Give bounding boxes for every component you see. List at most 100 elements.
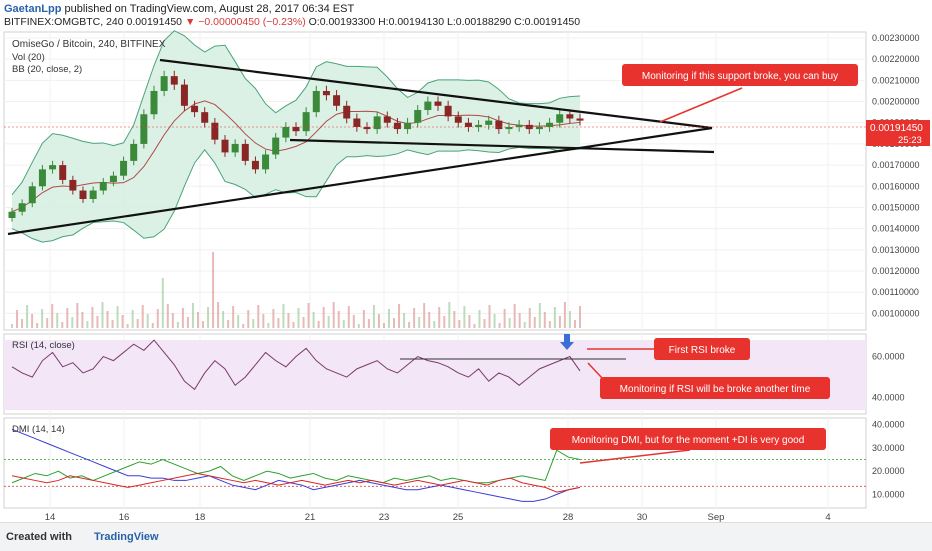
candle-body — [576, 118, 584, 121]
candle-body — [99, 182, 107, 191]
candle-body — [69, 179, 77, 191]
volume-bar — [317, 321, 320, 328]
volume-bar — [131, 310, 134, 328]
annotation-support-text: Monitoring if this support broke, you ca… — [642, 71, 838, 82]
dmi-tick-label: 30.0000 — [872, 443, 905, 453]
volume-bar — [287, 313, 290, 328]
candle-body — [505, 126, 513, 130]
volume-bar — [257, 305, 260, 328]
volume-bar — [292, 322, 295, 328]
volume-bar — [538, 303, 541, 328]
volume-bar — [352, 315, 355, 328]
countdown-text: 25:23 — [898, 135, 922, 146]
volume-bar — [513, 304, 516, 328]
candle-body — [191, 105, 199, 113]
candle-body — [414, 110, 422, 123]
candle-body — [302, 112, 310, 132]
resistance-trendline[interactable] — [159, 58, 713, 130]
annotation-rsi-monitor[interactable]: Monitoring if RSI will be broke another … — [587, 362, 830, 399]
candle-body — [343, 105, 351, 119]
volume-bar — [518, 313, 521, 328]
dmi-series — [11, 449, 581, 484]
volume-bar — [367, 319, 370, 328]
volume-bar — [387, 309, 390, 328]
time-tick-label: 30 — [637, 512, 648, 522]
volume-bar — [222, 311, 225, 328]
chart-canvas[interactable]: 0.00230000 0.00220000 0.00210000 0.00200000… — [0, 30, 932, 522]
bollinger-fill — [12, 30, 580, 243]
volume-bar — [116, 306, 119, 328]
volume-bar — [458, 320, 461, 328]
volume-bar — [523, 322, 526, 328]
volume-bar — [312, 312, 315, 328]
volume-bar — [242, 324, 245, 328]
rsi-tick-label: 60.0000 — [872, 352, 905, 362]
candle-body — [363, 126, 371, 130]
time-tick-label: 4 — [825, 512, 830, 522]
candle-body — [241, 143, 249, 161]
volume-bar — [267, 323, 270, 328]
candle-body — [495, 120, 503, 130]
price-tick-label: 0.00160000 — [872, 181, 920, 191]
candle-body — [434, 101, 442, 106]
candle-body — [251, 160, 259, 170]
candle-body — [201, 112, 209, 123]
created-with-label: Created with — [6, 531, 73, 543]
volume-bar — [297, 308, 300, 328]
volume-bar — [16, 310, 19, 328]
volume-bar — [563, 302, 566, 328]
volume-bar — [171, 313, 174, 328]
candle-body — [59, 165, 67, 180]
support-trendline[interactable] — [7, 126, 713, 236]
bollinger-upper — [11, 30, 581, 196]
volume-bar — [61, 322, 64, 328]
annotation-support[interactable]: Monitoring if this support broke, you ca… — [622, 64, 858, 123]
volume-bar — [558, 316, 561, 328]
candle-body — [556, 114, 564, 123]
support-line[interactable] — [289, 138, 715, 154]
author-name[interactable]: GaetanLpp — [4, 3, 62, 15]
volume-bar — [196, 312, 199, 328]
down-arrow-icon — [560, 334, 574, 350]
candle-body — [18, 203, 26, 212]
candle-body — [38, 169, 46, 187]
price-tick-label: 0.00100000 — [872, 308, 920, 318]
volume-bar — [56, 313, 59, 328]
volume-bar — [141, 305, 144, 328]
volume-bar — [413, 308, 416, 328]
price-tick-label: 0.00120000 — [872, 266, 920, 276]
time-tick-label: 21 — [305, 512, 316, 522]
candle-body — [322, 90, 330, 96]
volume-bar — [161, 278, 164, 328]
volume-bar — [277, 318, 280, 328]
price-tick-label: 0.00170000 — [872, 160, 920, 170]
candle-body — [282, 126, 290, 138]
volume-bar — [508, 318, 511, 328]
price-tick-label: 0.00110000 — [872, 287, 919, 297]
volume-bar — [191, 303, 194, 328]
volume-bar — [468, 315, 471, 328]
time-tick-label: Sep — [708, 512, 725, 522]
candle-body — [130, 143, 138, 161]
volume-bar — [438, 307, 441, 328]
volume-bar — [81, 312, 84, 328]
volume-bar — [111, 320, 114, 328]
price-tick-label: 0.00220000 — [872, 54, 920, 64]
candle-body — [49, 165, 57, 170]
volume-bar — [493, 314, 496, 328]
tradingview-brand[interactable]: TradingView — [94, 531, 159, 543]
volume-bar — [272, 309, 275, 328]
countdown-tag — [866, 134, 930, 146]
volume-bar — [543, 312, 546, 328]
rsi-legend: RSI (14, close) — [12, 340, 75, 351]
candle-body — [231, 143, 239, 153]
price-tick-label: 0.00140000 — [872, 224, 920, 234]
last-price-tag — [866, 120, 930, 134]
annotation-dmi-text: Monitoring DMI, but for the moment +DI i… — [572, 435, 805, 446]
volume-bar — [478, 310, 481, 328]
volume-bar — [282, 304, 285, 328]
volume-bar — [156, 309, 159, 328]
candle-body — [404, 122, 412, 130]
annotation-rsi-broke[interactable]: First RSI broke — [587, 338, 750, 360]
annotation-dmi[interactable]: Monitoring DMI, but for the moment +DI i… — [550, 428, 826, 464]
